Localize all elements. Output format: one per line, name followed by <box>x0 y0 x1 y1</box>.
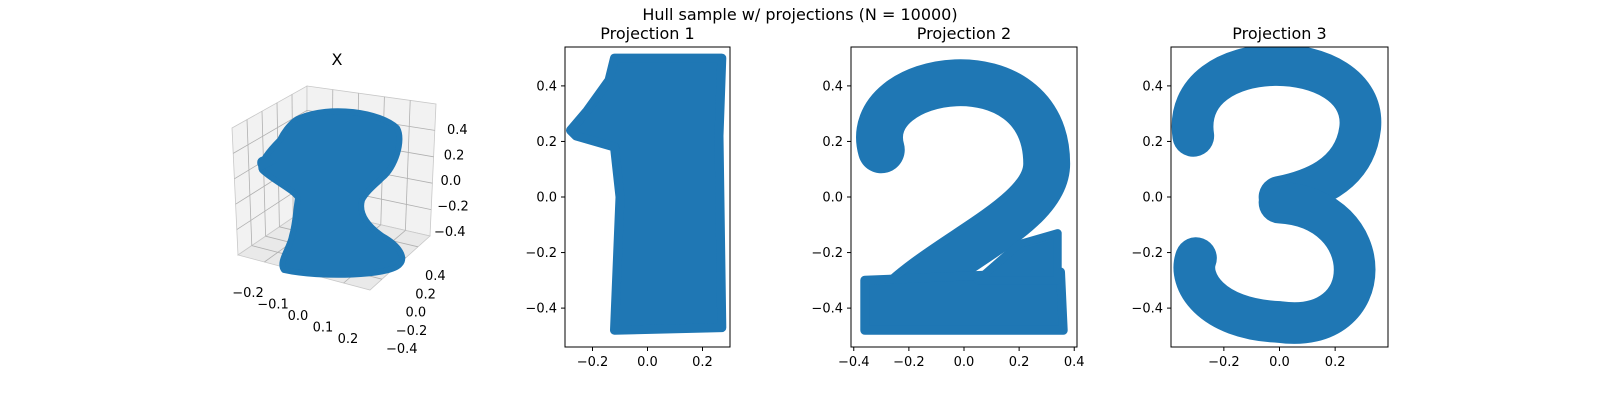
y-tick-label: 0.0 <box>1142 191 1163 206</box>
y-tick-label: 0.4 <box>822 79 843 94</box>
y-tick-label-3d: 0.4 <box>425 269 446 284</box>
grid-line <box>246 119 253 246</box>
axes-3d-title: X <box>332 50 343 69</box>
scatter-points-projection-1 <box>566 53 727 335</box>
y-tick-label: −0.2 <box>1131 246 1163 261</box>
ticks-3d: −0.2−0.10.00.10.20.40.20.0−0.2−0.40.40.2… <box>232 123 469 357</box>
x-tick-label-3d: −0.2 <box>232 286 264 301</box>
digit-3-upper-bowl <box>1171 47 1382 218</box>
y-tick-label: 0.2 <box>536 135 557 150</box>
scatter-3d-edge <box>257 156 277 171</box>
x-tick-label: −0.2 <box>893 355 925 370</box>
x-tick-label-3d: −0.1 <box>257 298 289 313</box>
y-tick-label: −0.2 <box>525 246 557 261</box>
y-tick-label-3d: −0.2 <box>396 324 428 339</box>
z-tick-label-3d: −0.4 <box>434 225 466 240</box>
y-tick-label: 0.0 <box>536 191 557 206</box>
y-tick-label: −0.4 <box>1131 302 1163 317</box>
x-tick-label: −0.4 <box>838 355 870 370</box>
z-tick-label-3d: 0.2 <box>444 149 465 164</box>
x-tick-label: 0.2 <box>1325 355 1346 370</box>
axes-projection-3: Projection 3 −0.2 0.0 0.2 0.4 0.2 0.0 −0.2 −0.4 <box>1131 24 1389 370</box>
scatter-3d-points <box>257 108 406 278</box>
axes-title-projection-2: Projection 2 <box>917 24 1011 43</box>
grid-line <box>405 100 411 231</box>
x-tick-label-3d: 0.1 <box>313 321 334 336</box>
y-tick-label: −0.4 <box>811 302 843 317</box>
scatter-points-projection-3 <box>1171 47 1382 344</box>
y-tick-label: −0.2 <box>811 246 843 261</box>
z-tick-label-3d: 0.0 <box>441 174 462 189</box>
digit-2-curve <box>856 59 1071 332</box>
x-tick-label-3d: 0.0 <box>288 309 309 324</box>
x-tick-label: −0.2 <box>577 355 609 370</box>
x-tick-label: 0.0 <box>1269 355 1290 370</box>
x-tick-label: −0.2 <box>1208 355 1240 370</box>
axes-3d: X −0.2−0.10.00.10.20.40.20.0−0.2−0.40.40… <box>231 50 469 357</box>
y-tick-label: 0.4 <box>536 79 557 94</box>
x-tick-label: 0.2 <box>1009 355 1030 370</box>
y-tick-label: −0.4 <box>525 302 557 317</box>
digit-3-lower-bowl <box>1173 181 1376 344</box>
axes-title-projection-1: Projection 1 <box>600 24 694 43</box>
y-tick-label-3d: 0.2 <box>415 287 436 302</box>
z-tick-label-3d: 0.4 <box>447 123 468 138</box>
y-tick-label: 0.0 <box>822 191 843 206</box>
digit-1-shape <box>566 53 727 335</box>
x-tick-label: 0.0 <box>954 355 975 370</box>
x-tick-label: 0.2 <box>692 355 713 370</box>
y-tick-label: 0.2 <box>1142 135 1163 150</box>
y-tick-label: 0.4 <box>1142 79 1163 94</box>
x-tick-label-3d: 0.2 <box>338 332 359 347</box>
axes-projection-1: Projection 1 −0.2 0.0 0.2 0.4 0.2 0.0 −0.2 −0.4 <box>525 24 731 370</box>
y-tick-label-3d: −0.4 <box>386 342 418 357</box>
scatter-points-projection-2 <box>856 59 1071 335</box>
digit-2-base-tail <box>973 229 1062 285</box>
axes-projection-2: Projection 2 −0.4 −0.2 0.0 0.2 0.4 0.4 0.2 0.0 −0… <box>811 24 1084 370</box>
z-tick-label-3d: −0.2 <box>437 200 469 215</box>
scatter-3d-hull <box>258 108 406 278</box>
axes-title-projection-3: Projection 3 <box>1232 24 1326 43</box>
x-tick-label: 0.0 <box>637 355 658 370</box>
x-tick-label: 0.4 <box>1064 355 1085 370</box>
y-tick-label: 0.2 <box>822 135 843 150</box>
y-tick-label-3d: 0.0 <box>406 306 427 321</box>
figure-suptitle: Hull sample w/ projections (N = 10000) <box>642 5 957 24</box>
